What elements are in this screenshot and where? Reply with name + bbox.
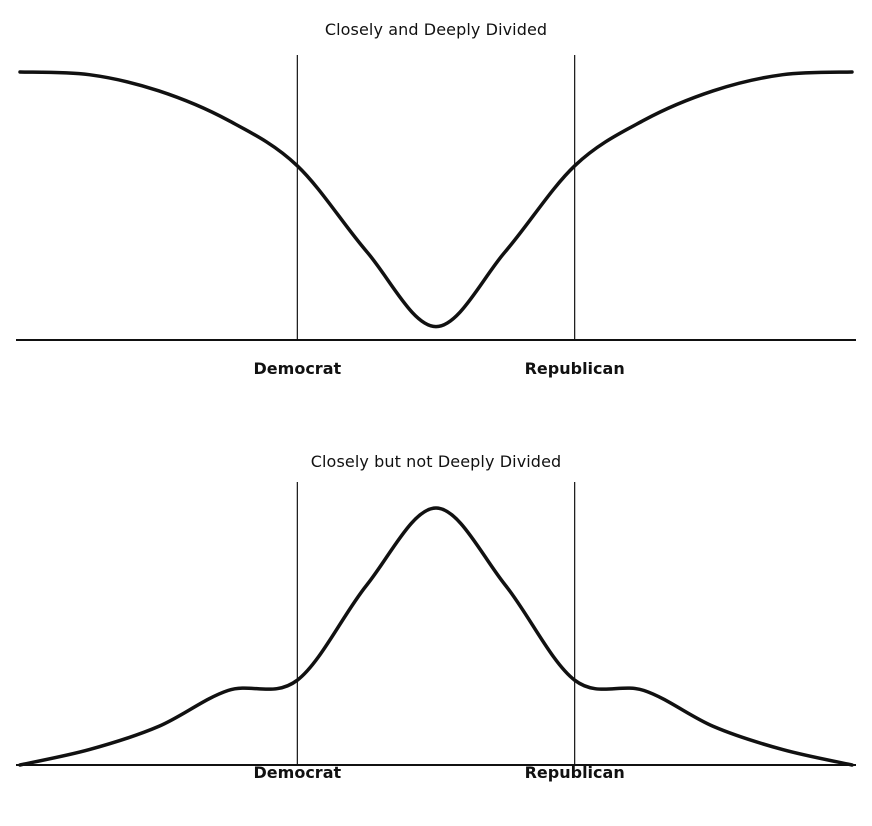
tick-label-democrat: Democrat xyxy=(253,763,342,782)
tick-label-republican: Republican xyxy=(524,359,625,378)
distribution-curve xyxy=(18,70,854,329)
distribution-curve xyxy=(18,506,854,767)
chart-plot-not-deeply-divided xyxy=(16,482,856,767)
chart-panel-not-deeply-divided: Closely but not Deeply Divided Democrat … xyxy=(0,440,872,826)
tick-label-democrat: Democrat xyxy=(253,359,342,378)
chart-panel-deeply-divided: Closely and Deeply Divided Democrat Repu… xyxy=(16,20,856,378)
chart-title: Closely but not Deeply Divided xyxy=(310,452,562,471)
chart-title: Closely and Deeply Divided xyxy=(324,20,548,39)
tick-label-republican: Republican xyxy=(524,763,625,782)
chart-plot-deeply-divided xyxy=(16,55,856,341)
